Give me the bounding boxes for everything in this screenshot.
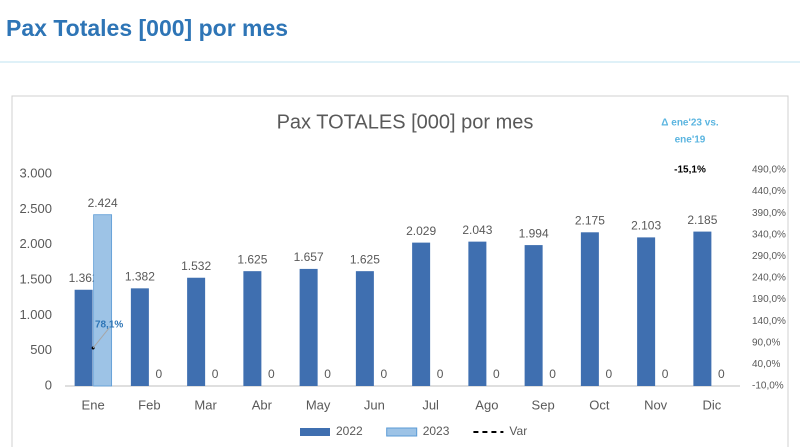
data-label: 1.994 [519, 226, 549, 240]
x-tick-label: Ago [475, 397, 498, 412]
y-tick-label: 490,0% [752, 165, 786, 176]
bar [74, 289, 93, 386]
y-tick-label: 440,0% [752, 186, 786, 197]
bar [355, 271, 374, 386]
data-label: 1.625 [350, 252, 380, 266]
bar [693, 231, 712, 386]
y-tick-label: 0 [45, 377, 52, 392]
data-label: 1.532 [181, 259, 211, 273]
x-tick-label: Mar [194, 397, 217, 412]
y-tick-label: 390,0% [752, 208, 786, 219]
bar [187, 277, 206, 386]
y-tick-label: 1.000 [19, 307, 52, 322]
x-tick-label: Abr [252, 397, 273, 412]
x-tick-label: Dic [702, 397, 721, 412]
y-tick-label: 2.000 [19, 236, 52, 251]
x-tick-label: Ene [82, 397, 105, 412]
data-label: 1.657 [294, 250, 324, 264]
x-tick-label: Sep [532, 397, 555, 412]
chart-title: Pax TOTALES [000] por mes [277, 111, 534, 133]
y-tick-label: 140,0% [752, 316, 786, 327]
bar [243, 271, 262, 386]
data-label: 2.424 [88, 196, 118, 210]
x-tick-label: Feb [138, 397, 160, 412]
bar [637, 237, 656, 386]
y-tick-label: -10,0% [752, 381, 784, 392]
data-label: 2.175 [575, 213, 605, 227]
data-label: 2.043 [462, 223, 492, 237]
x-tick-label: Jul [422, 397, 439, 412]
page-title: Pax Totales [000] por mes [6, 15, 288, 41]
x-tick-label: Jun [364, 397, 385, 412]
bar [412, 242, 431, 386]
x-tick-label: May [306, 397, 331, 412]
data-label: 1.362 [69, 271, 99, 285]
y-tick-label: 190,0% [752, 294, 786, 305]
chart-frame [11, 95, 789, 447]
data-label: 0 [606, 367, 613, 381]
bar [130, 288, 149, 386]
y-tick-label: 1.500 [19, 271, 52, 286]
data-label: 0 [381, 367, 388, 381]
data-label: 2.103 [631, 219, 661, 233]
y-tick-label: 40,0% [752, 359, 780, 370]
y-tick-label: 2.500 [19, 201, 52, 216]
x-tick-label: Oct [589, 397, 610, 412]
y-tick-label: 500 [30, 342, 52, 357]
legend-swatch [386, 427, 418, 437]
data-label: 0 [662, 367, 669, 381]
data-label: 1.625 [237, 252, 267, 266]
annotation: Δ ene'23 vs. [661, 118, 719, 129]
bar [468, 241, 487, 386]
data-label: 0 [212, 367, 219, 381]
data-label: 2.029 [406, 224, 436, 238]
data-label: 0 [268, 367, 275, 381]
data-label: 1.382 [125, 270, 155, 284]
annotation: -15,1% [674, 165, 706, 176]
y-tick-label: 3.000 [19, 165, 52, 180]
bar [93, 214, 113, 387]
leader-line [92, 327, 110, 349]
bar [580, 232, 599, 386]
y-tick-label: 340,0% [752, 229, 786, 240]
data-label: 0 [549, 367, 556, 381]
data-label: 0 [493, 367, 500, 381]
bar [299, 268, 318, 386]
legend-label: 2022 [336, 424, 363, 438]
data-label: 0 [324, 367, 331, 381]
y-tick-label: 290,0% [752, 251, 786, 262]
x-tick-label: Nov [644, 397, 668, 412]
data-label: 78,1% [95, 320, 123, 331]
data-label: 0 [718, 367, 725, 381]
y-tick-label: 240,0% [752, 273, 786, 284]
bar [524, 245, 543, 386]
y-tick-label: 90,0% [752, 337, 780, 348]
annotation: ene'19 [675, 135, 706, 146]
data-label: 2.185 [687, 213, 717, 227]
legend-label: Var [509, 424, 527, 438]
data-label: 0 [156, 367, 163, 381]
data-label: 0 [437, 367, 444, 381]
legend-label: 2023 [423, 424, 450, 438]
legend-swatch [300, 428, 330, 436]
